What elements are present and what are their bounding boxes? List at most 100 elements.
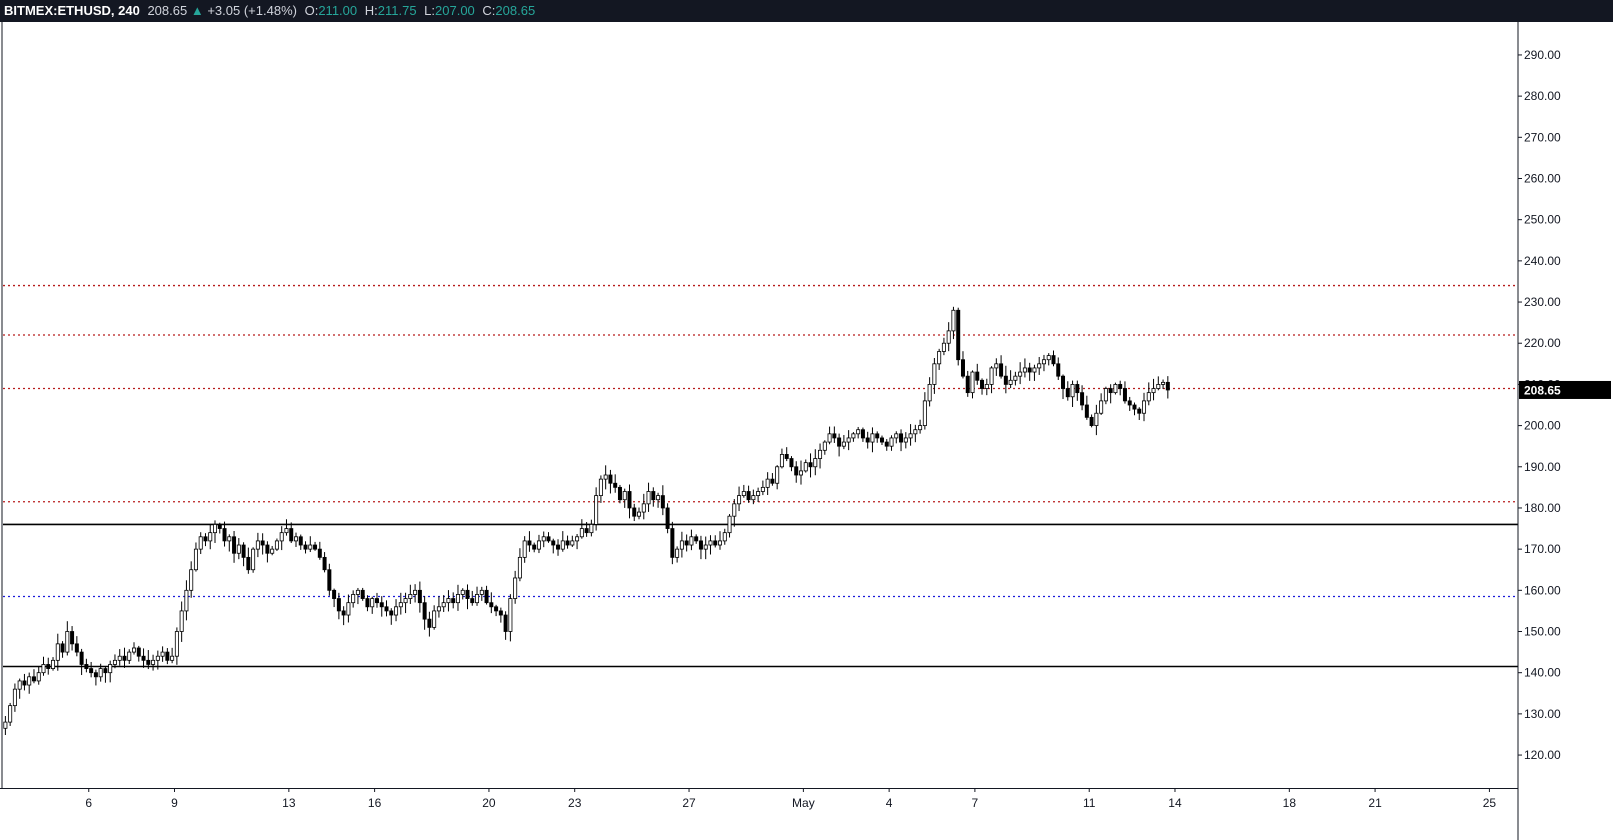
candle-body-27 [132,647,137,653]
candle-body-195 [932,363,937,385]
candle-body-89 [427,618,432,628]
candle-body-216 [1032,367,1037,373]
candle-body-26 [127,651,132,661]
candle-body-16 [79,651,84,665]
candle-body-149 [713,540,718,546]
candle-body-212 [1013,375,1018,381]
candle-body-236 [1127,400,1132,406]
candle-body-31 [151,659,156,665]
low-value: 207.00 [435,3,475,18]
low-label: L: [424,3,436,18]
candle-body-18 [89,668,94,674]
candle-body-43 [208,532,213,542]
candle-body-160 [765,478,770,488]
candle-body-133 [637,511,642,517]
candle-body-19 [93,672,98,678]
candle-body-33 [160,651,165,657]
candle-body-220 [1051,355,1056,365]
candle-body-150 [718,540,723,546]
candle-body-181 [865,437,870,443]
candle-body-117 [560,540,565,550]
candle-body-170 [813,458,818,468]
interval-label[interactable]: 240 [118,3,140,18]
candle-body-145 [694,536,699,542]
candle-body-186 [889,437,894,447]
candle-body-129 [617,486,622,501]
y-tick-label-13: 250.00 [1524,213,1561,227]
candle-body-139 [665,507,670,529]
candle-body-166 [794,466,799,476]
candle-body-69 [332,589,337,599]
candle-body-127 [608,474,613,484]
x-tick-label-6: 27 [682,796,696,810]
candle-body-193 [922,400,927,426]
candle-body-46 [222,528,227,542]
candle-body-214 [1022,367,1027,373]
candle-body-71 [341,610,346,616]
candle-body-88 [422,602,427,620]
candle-body-155 [741,491,746,497]
candle-body-198 [946,330,951,344]
candle-body-100 [479,589,484,595]
candle-body-64 [308,544,313,550]
open-label: O: [304,3,319,18]
candle-body-226 [1080,392,1085,406]
candle-body-38 [184,589,189,612]
candle-body-40 [193,548,198,571]
candle-body-154 [737,495,742,505]
candle-body-125 [598,478,603,497]
candle-body-157 [751,495,756,501]
candle-body-60 [289,528,294,542]
candle-body-101 [484,589,489,604]
candle-body-205 [980,379,985,389]
candle-body-8 [41,664,46,674]
candle-body-7 [36,672,41,682]
x-tick-label-13: 21 [1368,796,1382,810]
candle-body-77 [370,598,375,608]
candle-body-20 [98,668,103,678]
candle-body-123 [589,524,594,534]
candle-body-92 [441,602,446,608]
candle-body-174 [832,433,837,439]
x-tick-label-3: 16 [368,796,382,810]
candle-body-164 [784,454,789,459]
candle-body-84 [403,598,408,604]
x-tick-label-11: 14 [1168,796,1182,810]
price-change: +3.05 (+1.48%) [207,3,297,18]
candle-body-199 [951,309,956,332]
candle-body-120 [575,536,580,542]
candle-body-224 [1070,384,1075,398]
candle-body-34 [165,651,170,661]
x-tick-label-8: 4 [886,796,893,810]
candle-body-173 [827,433,832,443]
candle-body-187 [894,433,899,439]
candle-body-28 [136,647,141,657]
x-tick-label-14: 25 [1483,796,1497,810]
candle-body-75 [360,589,365,599]
open-value: 211.00 [318,3,358,18]
candle-body-190 [908,433,913,439]
candle-body-37 [179,610,184,632]
candle-body-131 [627,491,632,509]
candle-body-177 [846,437,851,443]
candle-body-206 [984,384,989,389]
candle-body-217 [1037,363,1042,369]
candle-body-74 [355,589,360,595]
candle-body-235 [1122,388,1127,402]
candle-body-45 [217,524,222,529]
symbol-info-bar: BITMEX:ETHUSD, 240 208.65 ▲ +3.05 (+1.48… [0,0,1613,22]
candle-body-109 [522,540,527,558]
symbol-name[interactable]: BITMEX:ETHUSD, [4,3,115,18]
candle-body-165 [789,458,794,468]
candle-body-122 [584,528,589,534]
x-tick-label-2: 13 [282,796,296,810]
candle-body-237 [1132,404,1137,410]
level-lines [3,284,1518,668]
candle-body-23 [112,659,117,665]
candle-body-87 [417,589,422,604]
candle-body-219 [1046,355,1051,361]
candle-body-66 [317,548,322,558]
candle-body-50 [241,544,246,558]
candle-body-138 [660,495,665,509]
